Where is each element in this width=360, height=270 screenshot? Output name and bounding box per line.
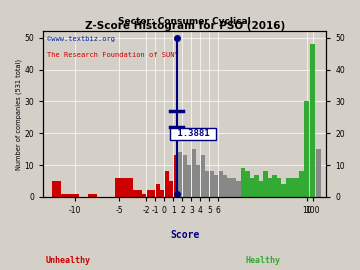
Bar (187, 165, 191, 197)
Bar (214, 175, 218, 197)
Bar (264, 171, 267, 197)
X-axis label: Score: Score (170, 230, 199, 240)
Bar (291, 178, 294, 197)
Bar (223, 175, 227, 197)
Bar (219, 171, 223, 197)
Title: Z-Score Histogram for PSO (2016): Z-Score Histogram for PSO (2016) (85, 21, 285, 31)
Bar (300, 171, 303, 197)
Bar (88, 194, 97, 197)
Bar (52, 181, 61, 197)
Bar (165, 171, 169, 197)
Bar (246, 171, 249, 197)
Bar (174, 156, 178, 197)
Text: Sector: Consumer Cyclical: Sector: Consumer Cyclical (118, 17, 251, 26)
Bar (268, 178, 272, 197)
Bar (286, 178, 290, 197)
Bar (295, 178, 299, 197)
Bar (115, 178, 123, 197)
Y-axis label: Number of companies (531 total): Number of companies (531 total) (15, 59, 22, 170)
Bar (232, 178, 236, 197)
Bar (277, 178, 281, 197)
Bar (241, 168, 245, 197)
Bar (61, 194, 70, 197)
Bar (304, 101, 309, 197)
Bar (147, 190, 151, 197)
Bar (250, 178, 254, 197)
Text: The Research Foundation of SUNY: The Research Foundation of SUNY (47, 52, 179, 58)
Bar (142, 194, 146, 197)
Bar (228, 178, 232, 197)
Bar (316, 149, 321, 197)
Bar (160, 190, 164, 197)
Text: Healthy: Healthy (245, 256, 280, 265)
Bar (70, 194, 79, 197)
Bar (273, 175, 276, 197)
Bar (151, 190, 155, 197)
Text: 1.3881: 1.3881 (172, 129, 215, 139)
Bar (282, 184, 285, 197)
Bar (124, 178, 132, 197)
Bar (259, 181, 263, 197)
Bar (183, 156, 187, 197)
Bar (169, 181, 173, 197)
Bar (205, 171, 209, 197)
Bar (133, 190, 141, 197)
Bar (210, 171, 214, 197)
Bar (237, 181, 241, 197)
Bar (178, 152, 182, 197)
Text: Unhealthy: Unhealthy (46, 256, 91, 265)
Text: ©www.textbiz.org: ©www.textbiz.org (47, 36, 115, 42)
Bar (156, 184, 160, 197)
Bar (310, 44, 315, 197)
Bar (192, 149, 196, 197)
Bar (201, 156, 205, 197)
Bar (196, 165, 200, 197)
Bar (255, 175, 258, 197)
